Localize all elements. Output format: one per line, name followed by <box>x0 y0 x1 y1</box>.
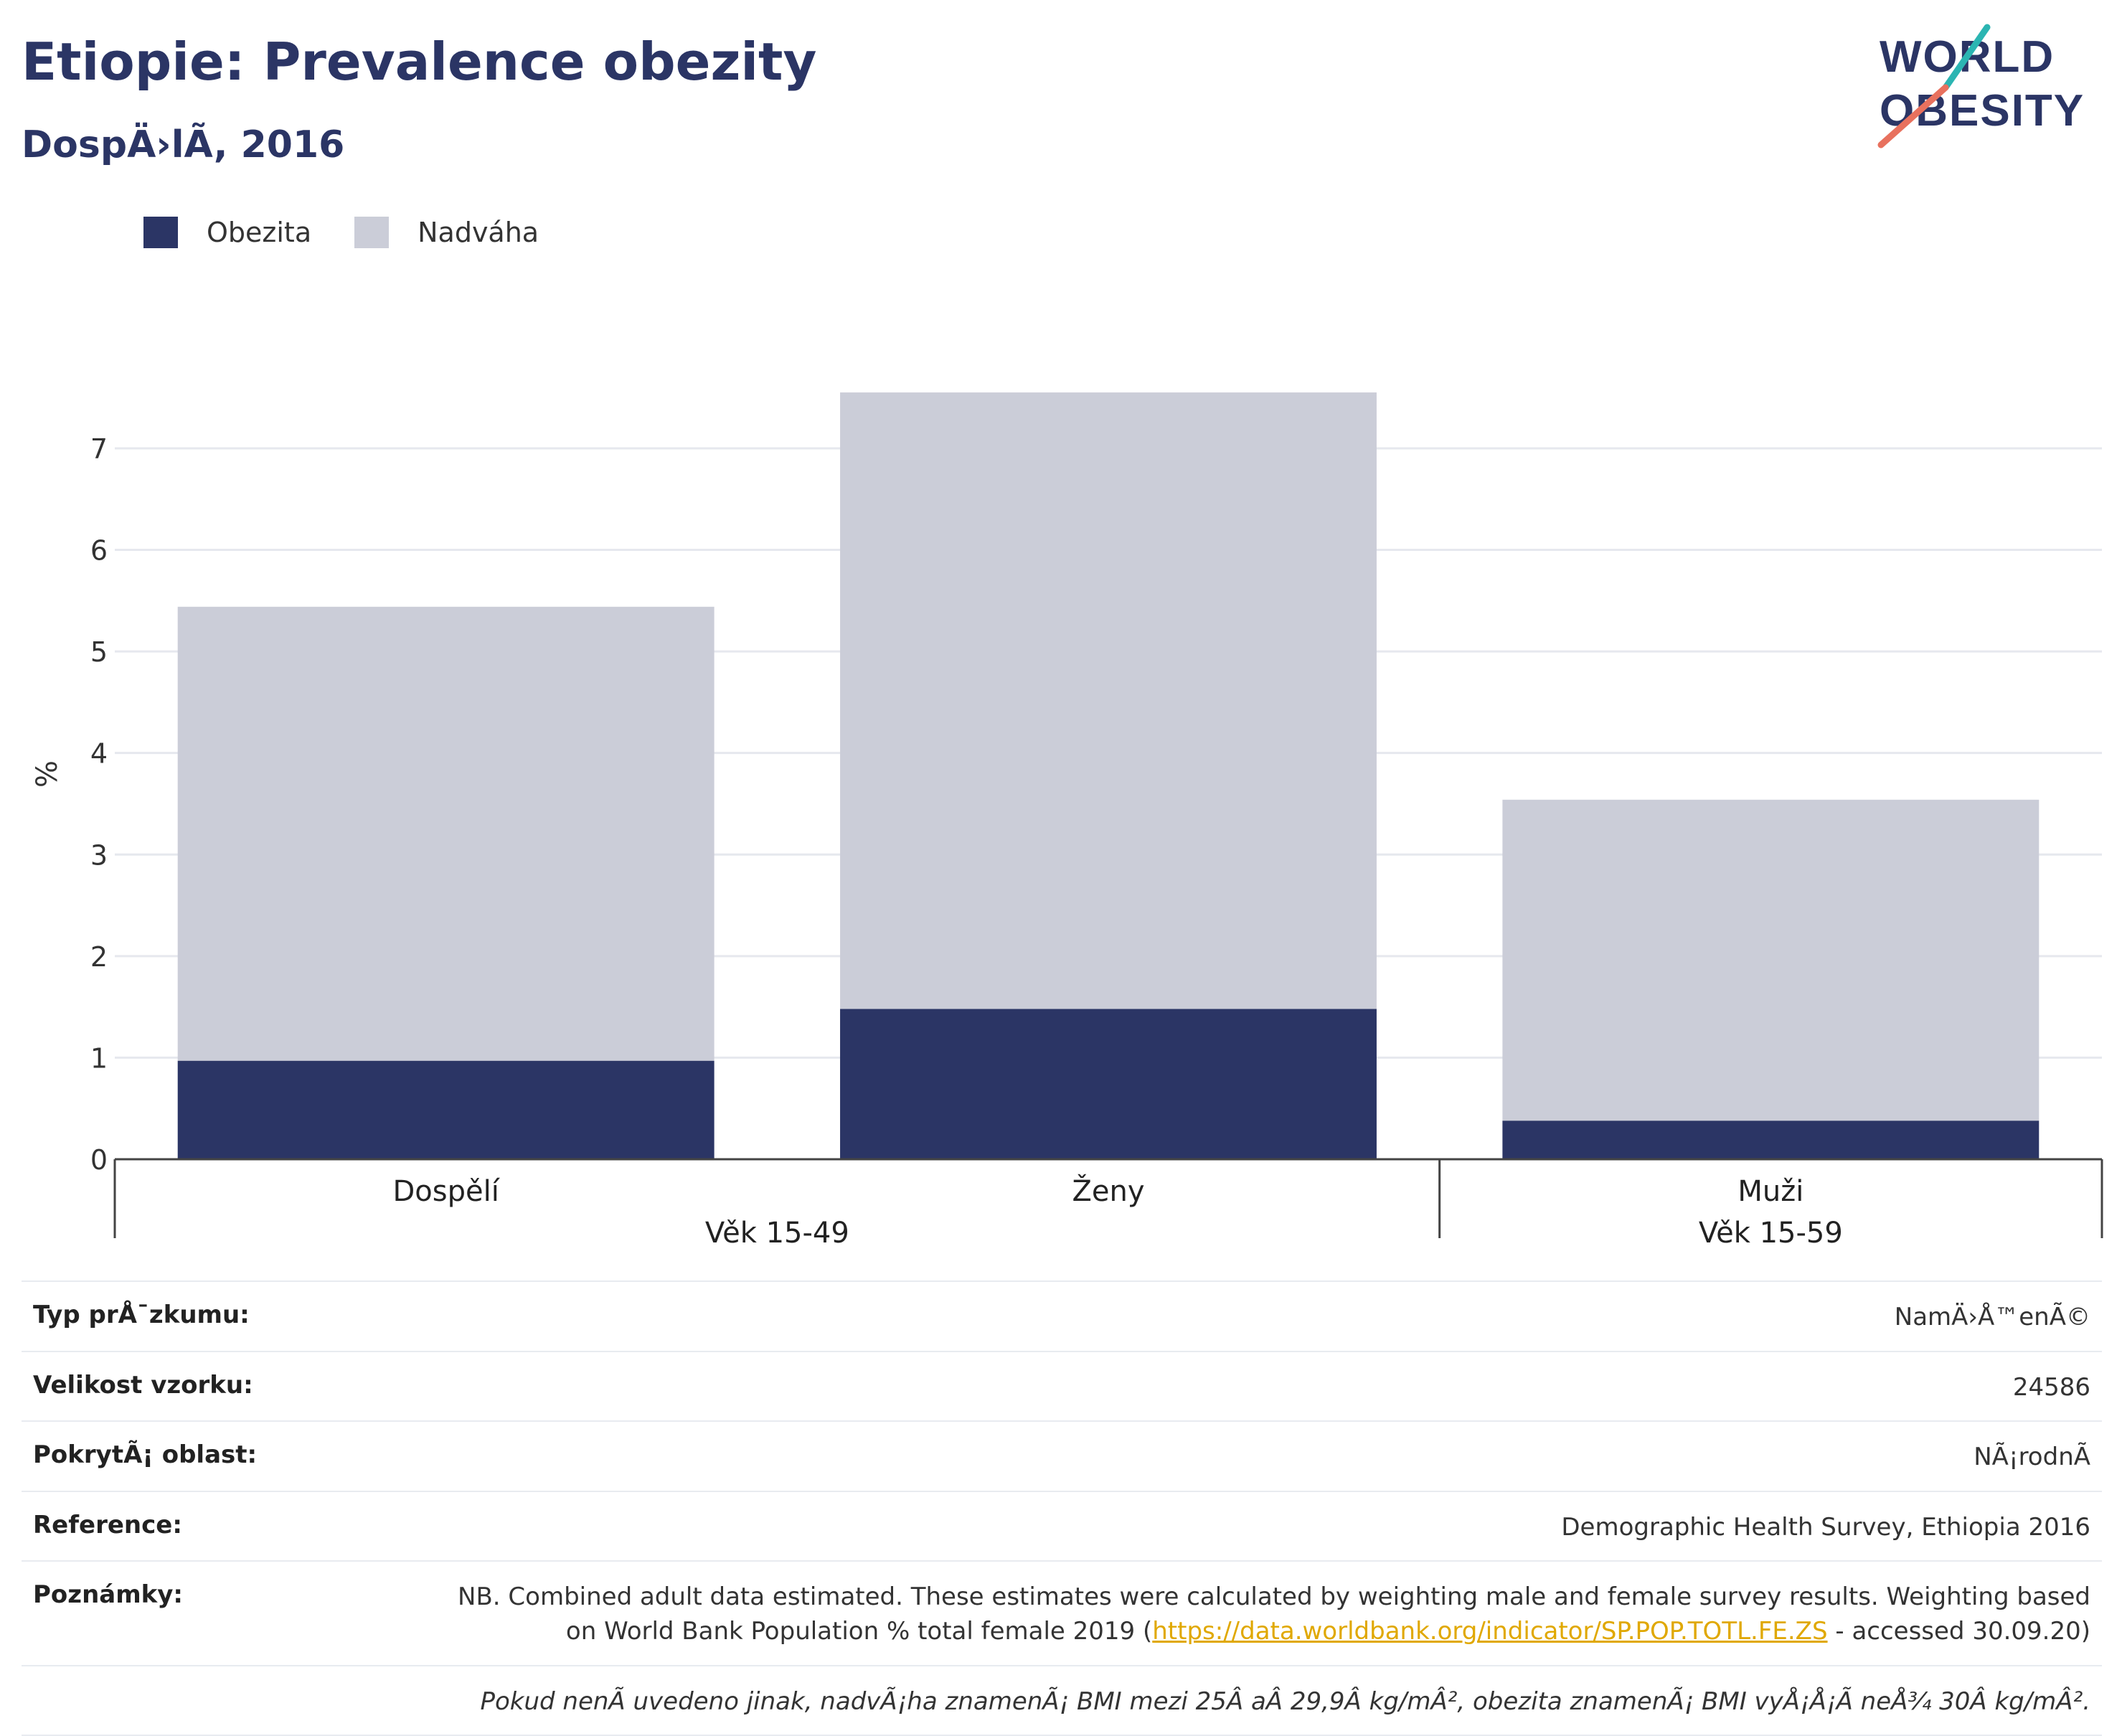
coverage-value: NÃ¡rodnÃ <box>1974 1443 2090 1472</box>
logo-word-obesity: OBESITY <box>1880 86 2085 136</box>
notes-line2-pre: on World Bank Population % total female … <box>565 1616 1153 1646</box>
legend-label-obezita: Obezita <box>207 217 312 248</box>
chart-legend: Obezita Nadváha <box>143 212 582 253</box>
legend-label-nadvaha: Nadváha <box>418 217 539 248</box>
sample-size-value: 24586 <box>2012 1372 2090 1402</box>
group-label-0: Věk 15-49 <box>705 1217 849 1250</box>
footnote: Pokud nenÃ uvedeno jinak, nadvÃ¡ha zname… <box>480 1687 2090 1716</box>
y-tick-label-3: 3 <box>90 839 108 871</box>
survey-type-label: Typ prÅ¯zkumu: <box>33 1301 250 1329</box>
info-table: Typ prÅ¯zkumu: NamÄ›Å™enÃ© Velikost vzor… <box>22 1280 2102 1736</box>
y-tick-label-2: 2 <box>90 941 108 973</box>
logo-slash-coral <box>1877 84 1949 148</box>
coverage-label: PokrytÃ¡ oblast: <box>33 1440 258 1470</box>
y-tick-label-7: 7 <box>90 433 108 465</box>
chart-subtitle: DospÄ›lÃ, 2016 <box>22 123 345 166</box>
info-row-sample-size: Velikost vzorku: 24586 <box>22 1350 2102 1421</box>
worldbank-link[interactable]: https://data.worldbank.org/indicator/SP.… <box>1152 1616 1828 1646</box>
y-tick-label-0: 0 <box>90 1144 108 1176</box>
y-tick-label-6: 6 <box>90 535 108 567</box>
info-row-survey-type: Typ prÅ¯zkumu: NamÄ›Å™enÃ© <box>22 1280 2102 1351</box>
bar-obezita-2 <box>1502 1121 2040 1159</box>
y-tick-label-1: 1 <box>90 1042 108 1074</box>
info-row-notes: Poznámky: NB. Combined adult data estima… <box>22 1560 2102 1664</box>
y-tick-label-5: 5 <box>90 636 108 668</box>
bar-obezita-1 <box>840 1009 1377 1159</box>
info-row-footnote: Pokud nenÃ uvedeno jinak, nadvÃ¡ha zname… <box>22 1664 2102 1736</box>
logo-slash-teal <box>1942 24 1991 91</box>
x-tick-label-1: Ženy <box>1072 1174 1144 1208</box>
group-label-1: Věk 15-59 <box>1699 1217 1843 1250</box>
bar-obezita-0 <box>177 1060 715 1159</box>
notes-line1: NB. Combined adult data estimated. These… <box>458 1582 2090 1612</box>
chart-title: Etiopie: Prevalence obezity <box>22 32 817 92</box>
legend-item-nadvaha[interactable]: Nadváha <box>354 217 539 248</box>
info-row-coverage: PokrytÃ¡ oblast: NÃ¡rodnÃ <box>22 1420 2102 1491</box>
notes-line2-post: - accessed 30.09.20) <box>1827 1616 2090 1646</box>
bar-nadvaha-2 <box>1502 799 2040 1121</box>
legend-item-obezita[interactable]: Obezita <box>143 217 311 248</box>
y-tick-label-4: 4 <box>90 738 108 770</box>
bar-nadvaha-1 <box>840 392 1377 1009</box>
reference-value: Demographic Health Survey, Ethiopia 2016 <box>1561 1512 2090 1542</box>
notes-value: NB. Combined adult data estimated. These… <box>458 1580 2090 1648</box>
world-obesity-logo: WORLD OBESITY <box>1877 24 2085 148</box>
reference-label: Reference: <box>33 1510 182 1539</box>
survey-type-value: NamÄ›Å™enÃ© <box>1894 1303 2090 1331</box>
bar-chart: 0 1 2 3 4 5 6 7 Dospělí Ženy Muži Věk 15-49 Věk 15-5… <box>90 392 2103 1250</box>
legend-swatch-nadvaha <box>354 217 390 248</box>
info-row-reference: Reference: Demographic Health Survey, Et… <box>22 1490 2102 1561</box>
sample-size-label: Velikost vzorku: <box>33 1370 253 1400</box>
legend-swatch-obezita <box>143 217 178 248</box>
x-tick-label-2: Muži <box>1737 1175 1803 1208</box>
x-tick-label-0: Dospělí <box>392 1175 500 1208</box>
bar-nadvaha-0 <box>177 606 715 1061</box>
notes-label: Poznámky: <box>33 1580 184 1610</box>
